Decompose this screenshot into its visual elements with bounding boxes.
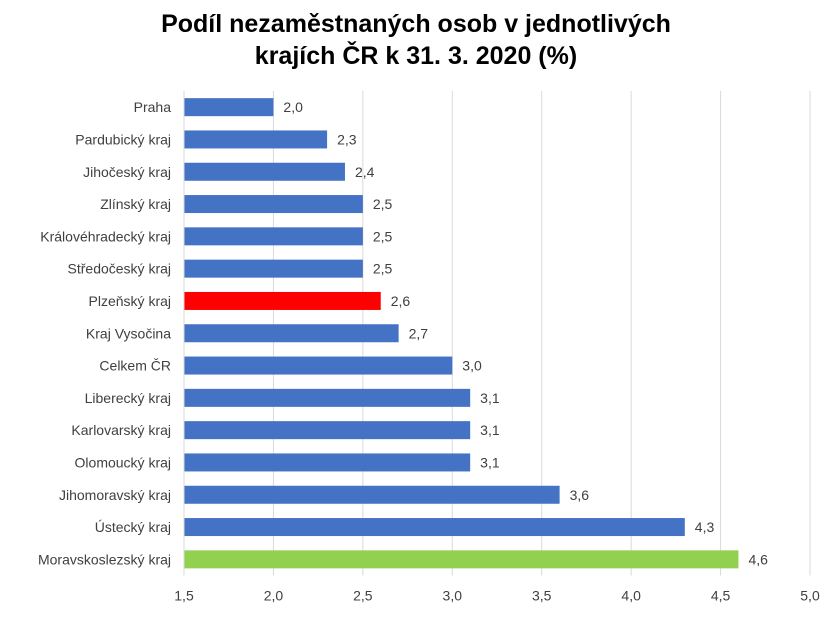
data-label: 3,0 — [462, 358, 482, 374]
bar — [184, 485, 560, 504]
data-label: 2,0 — [283, 99, 303, 115]
category-label: Karlovarský kraj — [71, 422, 171, 438]
data-label: 2,5 — [373, 261, 393, 277]
category-label: Jihomoravský kraj — [59, 487, 171, 503]
category-label: Liberecký kraj — [85, 390, 171, 406]
data-label: 3,1 — [480, 454, 500, 470]
bar — [184, 227, 363, 246]
bar — [184, 518, 685, 537]
x-tick-label: 4,0 — [621, 588, 641, 604]
x-tick-label: 1,5 — [174, 588, 194, 604]
data-label: 4,3 — [695, 519, 715, 535]
category-label: Jihočeský kraj — [83, 164, 171, 180]
bar — [184, 195, 363, 214]
category-label: Zlínský kraj — [100, 196, 171, 212]
chart-title: Podíl nezaměstnaných osob v jednotlivých… — [0, 8, 832, 72]
x-tick-label: 5,0 — [800, 588, 820, 604]
x-tick-label: 2,0 — [264, 588, 284, 604]
bar — [184, 388, 471, 407]
category-label: Olomoucký kraj — [75, 454, 171, 470]
data-label: 2,4 — [355, 164, 375, 180]
data-label: 2,5 — [373, 228, 393, 244]
data-label: 3,1 — [480, 422, 500, 438]
x-tick-label: 3,5 — [532, 588, 552, 604]
bar — [184, 324, 399, 343]
bar — [184, 130, 328, 149]
data-label: 2,3 — [337, 131, 357, 147]
bar — [184, 162, 345, 181]
data-label: 2,5 — [373, 196, 393, 212]
data-label: 3,1 — [480, 390, 500, 406]
x-tick-label: 4,5 — [711, 588, 731, 604]
category-label: Moravskoslezský kraj — [38, 551, 171, 567]
data-label: 2,6 — [391, 293, 411, 309]
category-label: Královéhradecký kraj — [40, 228, 171, 244]
bar — [184, 421, 471, 440]
chart-title-line-2: krajích ČR k 31. 3. 2020 (%) — [254, 42, 578, 70]
category-label: Kraj Vysočina — [86, 325, 171, 341]
data-label: 3,6 — [570, 487, 590, 503]
x-tick-label: 2,5 — [353, 588, 373, 604]
data-label: 4,6 — [748, 551, 768, 567]
bar — [184, 356, 453, 375]
category-label: Plzeňský kraj — [89, 293, 171, 309]
data-label: 2,7 — [409, 325, 429, 341]
bar — [184, 259, 363, 278]
category-label: Praha — [134, 99, 172, 115]
category-label: Celkem ČR — [99, 358, 171, 374]
category-label: Středočeský kraj — [68, 261, 171, 277]
bar — [184, 98, 274, 117]
category-label: Ústecký kraj — [95, 519, 171, 535]
chart-title-line-1: Podíl nezaměstnaných osob v jednotlivých — [161, 10, 671, 38]
category-label: Pardubický kraj — [75, 131, 171, 147]
bar — [184, 291, 381, 310]
bar — [184, 550, 739, 569]
x-tick-label: 3,0 — [443, 588, 463, 604]
bar — [184, 453, 471, 472]
